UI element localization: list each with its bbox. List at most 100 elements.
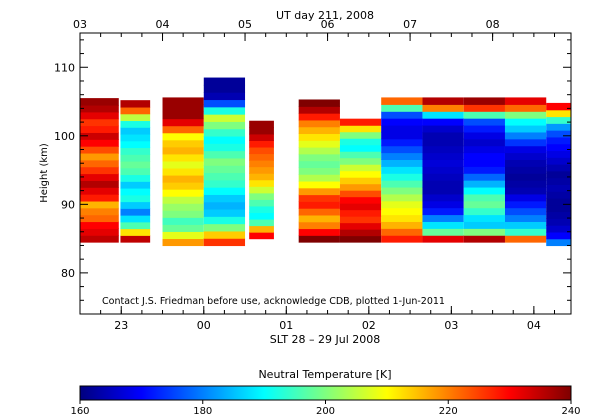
heatmap-cell [381,200,423,209]
heatmap-cell [120,201,151,209]
heatmap-cell [339,157,382,165]
heatmap-cell [249,192,274,200]
heatmap-cell [546,116,571,124]
heatmap-cell [298,180,340,189]
heatmap-cell [249,146,274,155]
heatmap-cell [504,118,547,126]
heatmap-cell [298,99,340,107]
heatmap-cell [463,145,505,154]
heatmap-cell [463,207,505,216]
bottom-tick-label: 23 [114,319,128,332]
heatmap-cell [249,166,274,174]
heatmap-cell [203,121,246,130]
heatmap-cell [80,139,119,147]
heatmap-cell [203,238,246,247]
heatmap-cell [249,225,274,233]
heatmap-cell [546,225,571,233]
heatmap-cell [203,165,246,174]
heatmap-cell [546,177,571,185]
heatmap-cell [298,235,340,243]
heatmap-cell [381,180,423,188]
heatmap-cell [463,214,505,222]
heatmap-cell [80,104,119,113]
heatmap-cell [339,131,382,139]
heatmap-cell [162,238,204,247]
heatmap-cell [546,109,571,118]
heatmap-cell [162,111,204,120]
heatmap-cell [339,203,382,211]
heatmap-cell [162,118,204,127]
heatmap-cell [504,104,547,112]
heatmap-cell [162,160,204,169]
heatmap-cell [298,126,340,135]
heatmap-cell [298,140,340,148]
heatmap-cell [504,228,547,236]
heatmap-cell [249,153,274,161]
bottom-tick-label: 03 [444,319,458,332]
heatmap-cell [546,157,571,165]
colorbar-ticks: 160 180 200 220 240 [70,400,581,417]
heatmap-column [339,118,382,243]
x-axis-label: SLT 28 – 29 Jul 2008 [270,333,381,346]
heatmap-cell [504,200,547,209]
heatmap-cell [546,170,571,179]
heatmap-cell [381,235,423,243]
heatmap-cell [203,150,246,159]
heatmap-cell [120,140,151,149]
heatmap-cell [546,231,571,240]
heatmap-cell [120,133,151,142]
heatmap-cell [298,160,340,168]
colorbar-tick-label: 180 [193,406,212,417]
heatmap-cell [339,125,382,133]
heatmap-cell [203,216,246,225]
heatmap-cell [120,181,151,189]
heatmap-cell [80,111,119,120]
heatmap-cell [80,207,119,216]
heatmap-cell [422,104,464,112]
heatmap-cell [463,221,505,229]
heatmap-cell [463,235,505,243]
heatmap-cell [463,173,505,181]
heatmap-cell [120,147,151,155]
heatmap-cell [339,229,382,237]
heatmap-column [546,102,571,247]
heatmap-cell [80,173,119,181]
heatmap-cell [504,180,547,188]
heatmap-cell [463,180,505,188]
heatmap-cell [504,193,547,202]
heatmap-cell [203,92,246,101]
heatmap-cell [422,159,464,167]
heatmap-cell [546,123,571,131]
heatmap-cell [249,160,274,168]
bottom-tick-label: 01 [279,319,293,332]
heatmap-cell [162,97,204,106]
heatmap-cell [339,144,382,152]
heatmap-cell [80,166,119,175]
heatmap-cell [381,124,423,133]
heatmap-cell [80,132,119,140]
heatmap-cell [381,152,423,160]
heatmap-cell [120,113,151,122]
heatmap-cell [339,164,382,172]
heatmap-column [463,97,505,243]
heatmap-cell [339,151,382,159]
heatmap-cell [80,152,119,161]
heatmap-cell [422,131,464,140]
colorbar-tick-label: 220 [439,406,458,417]
heatmap-cell [504,152,547,160]
y-tick-label: 100 [54,130,75,143]
heatmap-column [120,100,151,243]
heatmap-column [162,97,204,247]
y-tick-label: 80 [61,267,75,280]
heatmap-cell [504,97,547,105]
heatmap-cell [504,166,547,174]
heatmap-cell [463,200,505,209]
heatmap-column [80,98,119,243]
heatmap-cell [203,230,246,239]
heatmap-cell [249,212,274,220]
heatmap-cell [339,216,382,224]
colorbar-tick-label: 200 [316,406,335,417]
heatmap-cell [80,146,119,154]
heatmap-cell [339,138,382,146]
